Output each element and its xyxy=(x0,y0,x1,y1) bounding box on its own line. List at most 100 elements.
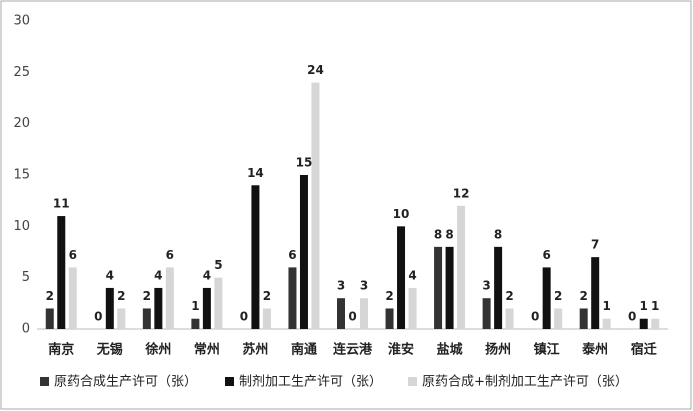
x-tick-label: 淮安 xyxy=(387,342,414,358)
legend-label: 原药合成生产许可（张） xyxy=(54,375,197,390)
value-label: 4 xyxy=(408,268,416,282)
value-label: 3 xyxy=(482,279,490,293)
value-label: 6 xyxy=(69,248,77,262)
value-label: 15 xyxy=(296,156,313,170)
bar xyxy=(251,185,260,329)
value-label: 2 xyxy=(505,289,513,303)
value-label: 0 xyxy=(348,310,356,324)
x-tick-label: 宿迁 xyxy=(631,342,657,358)
y-tick-label: 25 xyxy=(13,65,30,80)
value-label: 2 xyxy=(580,289,588,303)
bar xyxy=(154,287,163,329)
value-label: 2 xyxy=(385,289,393,303)
value-label: 12 xyxy=(453,186,470,200)
bar xyxy=(434,246,443,329)
value-label: 8 xyxy=(445,227,453,241)
value-label: 6 xyxy=(288,248,296,262)
bar xyxy=(397,226,406,329)
bar xyxy=(337,298,345,329)
bar xyxy=(142,308,151,329)
value-label: 8 xyxy=(434,227,442,241)
value-label: 0 xyxy=(94,310,102,324)
value-label: 2 xyxy=(263,289,271,303)
x-tick-label: 常州 xyxy=(194,342,220,358)
value-label: 3 xyxy=(337,279,345,293)
bar xyxy=(288,267,297,329)
value-label: 11 xyxy=(53,197,70,211)
bar xyxy=(591,257,600,329)
bar xyxy=(408,287,417,329)
legend-label: 原药合成+制剂加工生产许可（张） xyxy=(422,375,628,390)
value-label: 14 xyxy=(247,166,264,180)
bar xyxy=(505,308,514,329)
bar xyxy=(299,175,308,329)
y-tick-label: 20 xyxy=(13,116,30,131)
y-tick-label: 30 xyxy=(13,14,30,29)
y-tick-label: 5 xyxy=(22,270,30,285)
value-label: 3 xyxy=(360,279,368,293)
value-label: 7 xyxy=(591,238,599,252)
value-label: 5 xyxy=(214,258,222,272)
value-label: 1 xyxy=(640,299,648,313)
bar xyxy=(165,267,174,329)
value-label: 1 xyxy=(603,299,611,313)
x-tick-label: 扬州 xyxy=(485,342,511,358)
bar xyxy=(68,267,77,329)
bar xyxy=(117,308,126,329)
bar xyxy=(57,216,66,329)
bar xyxy=(445,246,454,329)
bar xyxy=(262,308,271,329)
bar xyxy=(105,287,114,329)
value-label: 1 xyxy=(191,299,199,313)
value-label: 4 xyxy=(106,268,114,282)
bar xyxy=(494,246,503,329)
x-tick-label: 镇江 xyxy=(534,342,560,358)
x-tick-label: 南京 xyxy=(48,342,74,358)
bar xyxy=(45,308,54,329)
x-tick-label: 徐州 xyxy=(144,342,171,358)
value-label: 6 xyxy=(542,248,550,262)
value-label: 2 xyxy=(46,289,54,303)
bar xyxy=(191,318,200,329)
bar xyxy=(311,82,320,329)
bar xyxy=(214,277,223,329)
y-tick-label: 0 xyxy=(22,322,30,337)
bar xyxy=(639,318,648,329)
x-tick-label: 泰州 xyxy=(581,342,608,358)
value-label: 8 xyxy=(494,227,502,241)
bar xyxy=(542,267,551,329)
value-label: 24 xyxy=(307,63,324,77)
value-label: 0 xyxy=(628,310,636,324)
bar xyxy=(360,298,368,329)
bar xyxy=(651,318,660,329)
legend-swatch xyxy=(408,377,417,386)
value-label: 2 xyxy=(143,289,151,303)
value-label: 4 xyxy=(203,268,211,282)
legend-swatch xyxy=(225,377,234,386)
value-label: 10 xyxy=(393,207,410,221)
legend-label: 制剂加工生产许可（张） xyxy=(239,375,382,390)
y-tick-label: 15 xyxy=(13,168,30,183)
value-label: 2 xyxy=(117,289,125,303)
value-label: 6 xyxy=(166,248,174,262)
value-label: 2 xyxy=(554,289,562,303)
bar xyxy=(385,308,394,329)
x-tick-label: 连云港 xyxy=(333,342,373,358)
x-tick-label: 无锡 xyxy=(96,342,123,358)
x-tick-label: 南通 xyxy=(291,342,317,358)
bar xyxy=(579,308,588,329)
value-label: 1 xyxy=(651,299,659,313)
legend-swatch xyxy=(40,377,49,386)
bar xyxy=(202,287,211,329)
x-tick-label: 盐城 xyxy=(437,342,463,358)
bar xyxy=(457,205,466,329)
bar xyxy=(554,308,563,329)
value-label: 4 xyxy=(154,268,162,282)
x-tick-label: 苏州 xyxy=(242,342,268,358)
bar xyxy=(482,298,491,329)
value-label: 0 xyxy=(240,310,248,324)
bar xyxy=(602,318,611,329)
value-label: 0 xyxy=(531,310,539,324)
